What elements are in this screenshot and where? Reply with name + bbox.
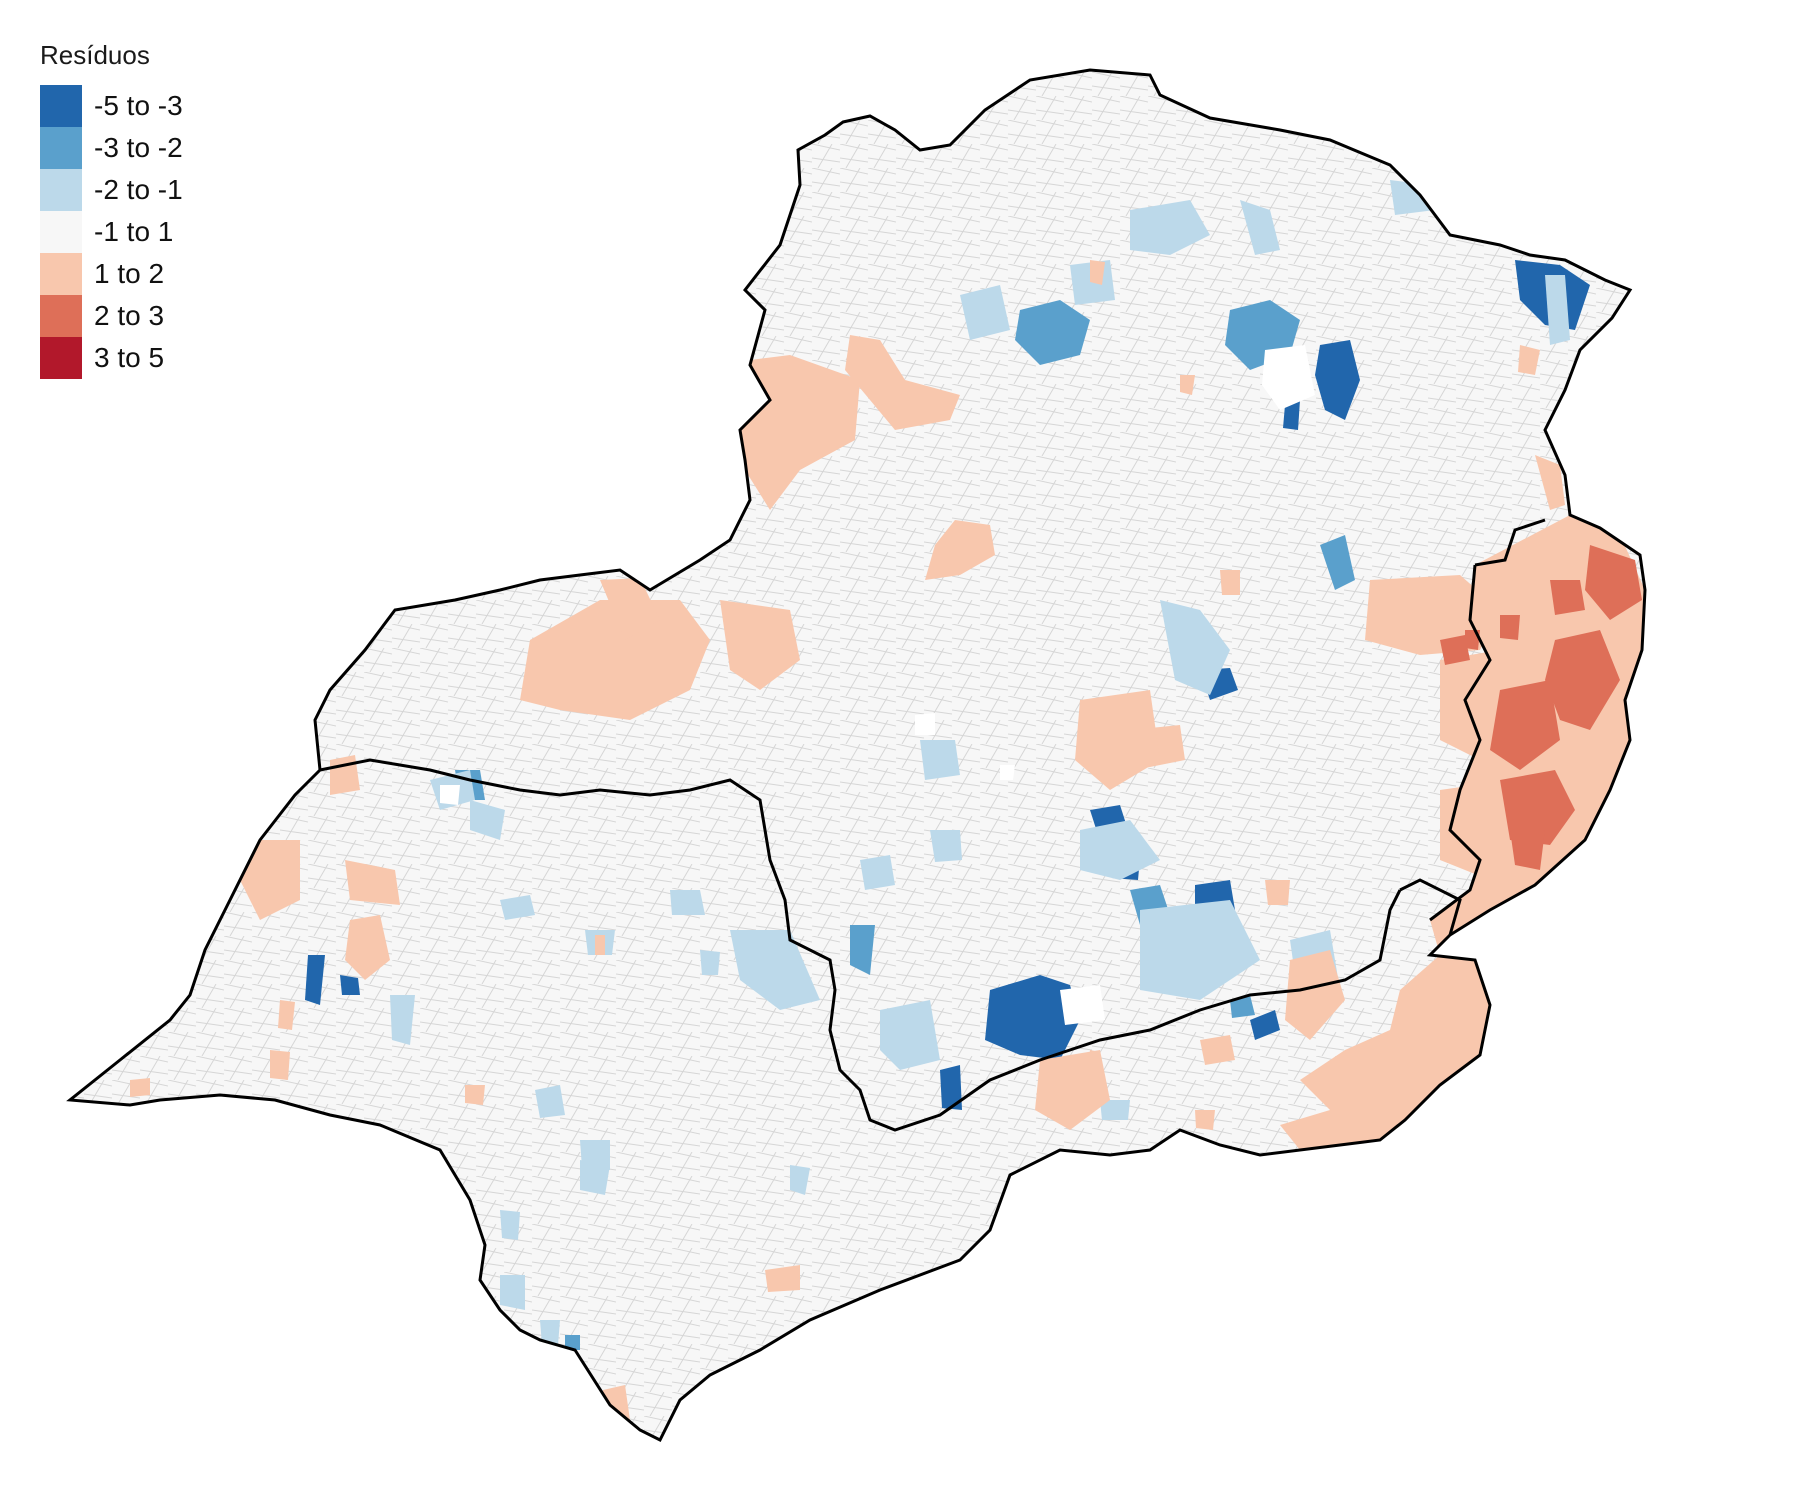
legend-swatch: [40, 127, 82, 169]
legend-swatch: [40, 211, 82, 253]
legend-item: -3 to -2: [40, 127, 183, 169]
legend-swatch: [40, 169, 82, 211]
legend-item: 2 to 3: [40, 295, 183, 337]
legend-label: -5 to -3: [94, 90, 183, 121]
legend-item: 3 to 5: [40, 337, 183, 379]
legend-swatch: [40, 337, 82, 379]
legend-label: -2 to -1: [94, 174, 183, 205]
legend-title: Resíduos: [40, 40, 150, 70]
legend-label: 3 to 5: [94, 342, 165, 373]
legend-label: -1 to 1: [94, 216, 174, 247]
legend-label: 1 to 2: [94, 258, 165, 289]
border-mg-es: [1429, 564, 1492, 922]
legend-swatch: [40, 253, 82, 295]
border-mg-rj: [1399, 878, 1462, 936]
legend-item: -2 to -1: [40, 169, 183, 211]
legend-item: -1 to 1: [40, 211, 183, 253]
state-borders: [319, 518, 1546, 1132]
class-2-3: [1440, 545, 1642, 870]
class-missing: [440, 345, 1315, 1025]
legend-item: 1 to 2: [40, 253, 183, 295]
legend-swatch: [40, 85, 82, 127]
legend-swatch: [40, 295, 82, 337]
legend-label: 2 to 3: [94, 300, 165, 331]
border-es-ba: [1474, 518, 1546, 567]
legend-item: -5 to -3: [40, 85, 183, 127]
legend-label: -3 to -2: [94, 132, 183, 163]
border-mg-sp: [319, 758, 1402, 1132]
legend: Resíduos -5 to -3 -3 to -2 -2 to -1 -1 t…: [40, 40, 183, 379]
